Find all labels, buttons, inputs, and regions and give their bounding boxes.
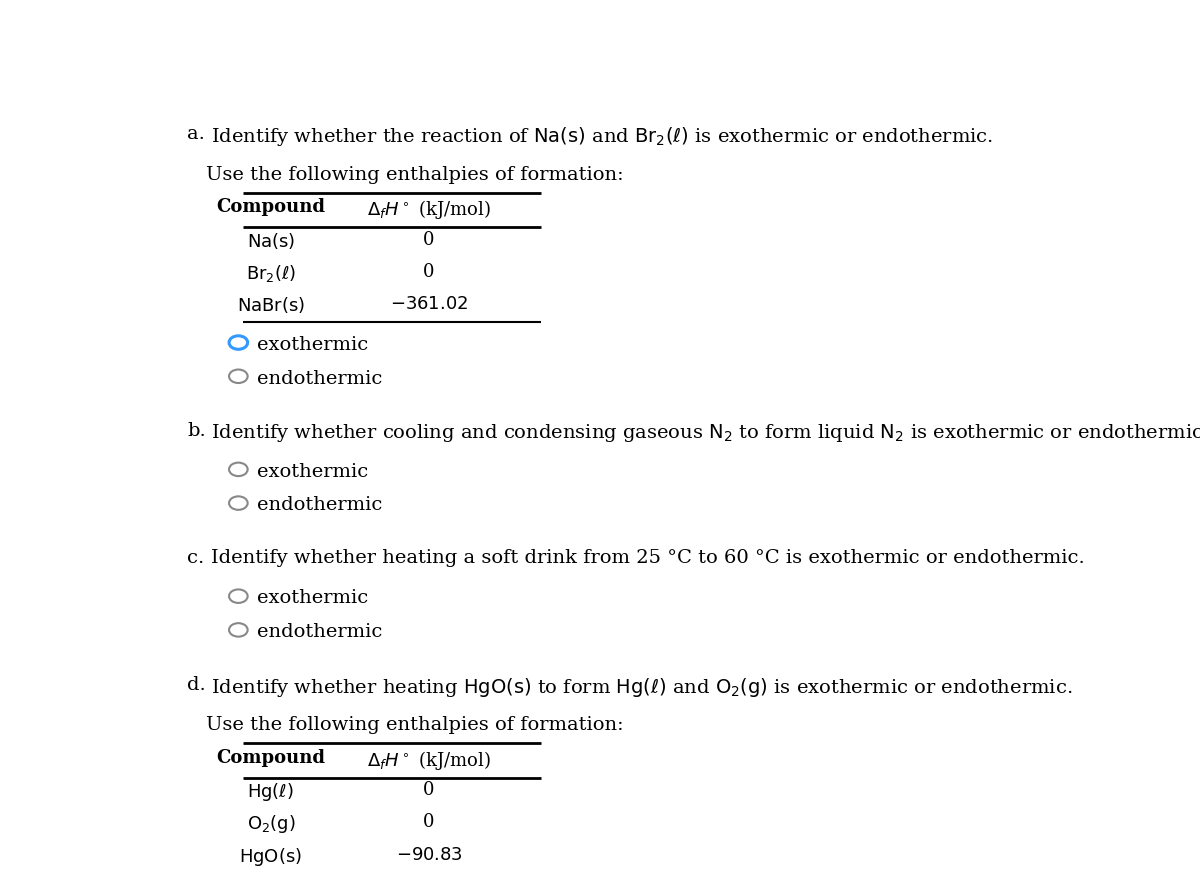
Text: endothermic: endothermic	[257, 623, 383, 641]
Text: d.: d.	[187, 675, 206, 694]
Text: $\Delta_f H^\circ$ (kJ/mol): $\Delta_f H^\circ$ (kJ/mol)	[367, 198, 491, 222]
Text: endothermic: endothermic	[257, 370, 383, 387]
Text: 0: 0	[424, 263, 434, 281]
Text: Identify whether cooling and condensing gaseous $\mathrm{N_2}$ to form liquid $\: Identify whether cooling and condensing …	[211, 422, 1200, 444]
Text: a.: a.	[187, 125, 205, 144]
Text: Compound: Compound	[216, 749, 325, 766]
Text: 0: 0	[424, 230, 434, 249]
Text: exothermic: exothermic	[257, 336, 368, 354]
Text: 0: 0	[424, 814, 434, 831]
Text: $\mathrm{Hg(\ell)}$: $\mathrm{Hg(\ell)}$	[247, 781, 294, 803]
Text: Identify whether the reaction of $\mathrm{Na(s)}$ and $\mathrm{Br_2(\ell)}$ is e: Identify whether the reaction of $\mathr…	[211, 125, 994, 148]
Text: $-90.83$: $-90.83$	[396, 845, 462, 864]
Text: Identify whether heating $\mathrm{HgO(s)}$ to form $\mathrm{Hg(\ell)}$ and $\mat: Identify whether heating $\mathrm{HgO(s)…	[211, 675, 1073, 699]
Text: Identify whether heating a soft drink from 25 °C to 60 °C is exothermic or endot: Identify whether heating a soft drink fr…	[211, 549, 1085, 567]
Text: $\mathrm{NaBr(s)}$: $\mathrm{NaBr(s)}$	[236, 295, 305, 315]
Text: endothermic: endothermic	[257, 497, 383, 514]
Text: Use the following enthalpies of formation:: Use the following enthalpies of formatio…	[206, 166, 624, 184]
Text: $\mathrm{HgO(s)}$: $\mathrm{HgO(s)}$	[240, 845, 302, 868]
Text: Use the following enthalpies of formation:: Use the following enthalpies of formatio…	[206, 717, 624, 734]
Text: b.: b.	[187, 422, 206, 440]
Text: $-361.02$: $-361.02$	[390, 295, 468, 314]
Text: c.: c.	[187, 549, 204, 567]
Text: 0: 0	[424, 781, 434, 799]
Text: $\mathrm{Na(s)}$: $\mathrm{Na(s)}$	[247, 230, 295, 251]
Text: Compound: Compound	[216, 198, 325, 216]
Text: exothermic: exothermic	[257, 590, 368, 607]
Text: exothermic: exothermic	[257, 463, 368, 481]
Text: $\Delta_f H^\circ$ (kJ/mol): $\Delta_f H^\circ$ (kJ/mol)	[367, 749, 491, 772]
Text: $\mathrm{Br_2(\ell)}$: $\mathrm{Br_2(\ell)}$	[246, 263, 296, 284]
Text: $\mathrm{O_2(g)}$: $\mathrm{O_2(g)}$	[246, 814, 295, 836]
